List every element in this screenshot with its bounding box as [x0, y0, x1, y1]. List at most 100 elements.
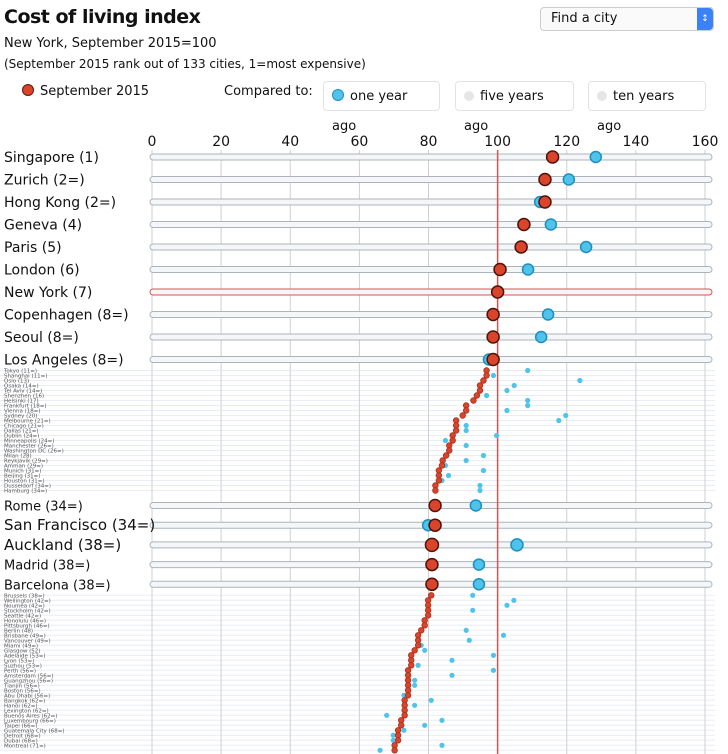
september-2015-point [459, 412, 466, 419]
one-year-ago-point [483, 392, 490, 399]
september-2015-point [480, 377, 487, 384]
one-year-ago-point [377, 747, 383, 753]
city-label: Hanoi (62=) [4, 703, 38, 709]
option-label: one year ago [332, 89, 408, 134]
city-label: Helsinki (17) [4, 399, 39, 405]
city-label: Frankfurt (18=) [4, 404, 47, 410]
rank-note: (September 2015 rank out of 133 cities, … [4, 57, 366, 71]
one-year-ago-point [504, 407, 510, 414]
city-label: Hamburg (34=) [4, 489, 47, 495]
row-track [149, 311, 713, 318]
one-year-ago-point [463, 442, 469, 449]
september-2015-point [425, 557, 439, 572]
city-label: Auckland (38=) [4, 536, 121, 554]
september-2015-point [432, 487, 439, 494]
september-2015-point [438, 462, 446, 469]
city-label: Dallas (21=) [4, 429, 39, 435]
city-label: Oslo (13) [4, 379, 29, 385]
city-label: Amman (29=) [4, 464, 43, 470]
compared-label: Compared to: [224, 84, 313, 99]
one-year-ago-point [490, 372, 497, 379]
city-label: Seoul (8=) [4, 330, 79, 346]
city-label: Madrid (38=) [4, 559, 90, 574]
one-year-ago-point [510, 538, 524, 552]
one-year-ago-point [412, 677, 418, 683]
find-city-select[interactable]: Find a city ↕ [540, 7, 714, 31]
one-year-ago-point [390, 732, 396, 738]
row-track [149, 333, 713, 341]
city-label: Vancouver (49=) [4, 638, 51, 644]
one-year-ago-point [449, 657, 455, 663]
september-2015-point [424, 537, 440, 553]
city-label: Guatemala City (68=) [4, 728, 64, 734]
one-year-ago-point [439, 717, 445, 723]
one-year-ago-point [490, 652, 497, 658]
one-year-ago-point [577, 377, 583, 384]
one-year-ago-point [463, 457, 469, 464]
city-label: Pittsburgh (46=) [4, 623, 50, 629]
september-2015-point [408, 662, 415, 669]
september-2015-point [404, 692, 412, 699]
page-title: Cost of living index [4, 6, 201, 28]
compare-ten-years-button[interactable]: ten years ago [588, 81, 706, 134]
one-year-ago-point [589, 150, 603, 164]
one-year-ago-point [525, 402, 531, 409]
september-2015-point [486, 330, 500, 344]
city-label: Noumea (42=) [4, 603, 45, 609]
city-label: Amsterdam (56=) [4, 673, 54, 679]
city-label: Milan (28) [4, 454, 32, 460]
x-tick-label: 0 [148, 134, 157, 150]
city-label: Miami (49=) [4, 643, 38, 649]
one-year-ago-point [490, 667, 497, 673]
one-year-ago-point [579, 240, 593, 254]
city-label: Wellington (42=) [4, 598, 51, 604]
one-year-ago-point [412, 682, 418, 688]
one-year-ago-point [477, 482, 483, 489]
city-label: Brussels (38=) [4, 593, 45, 599]
city-label: Bangkok (62=) [4, 698, 45, 704]
one-year-ago-point [493, 432, 500, 439]
city-label: Adelaide (53=) [4, 653, 46, 659]
september-2015-point [449, 437, 456, 444]
subtitle: New York, September 2015=100 [4, 36, 217, 51]
one-year-ago-point [541, 308, 555, 321]
one-year-ago-point [428, 697, 434, 703]
city-label: Chicago (21=) [4, 424, 44, 430]
one-year-ago-point [463, 422, 469, 429]
city-label: Osaka (14=) [4, 384, 39, 390]
city-label: Montreal (71=) [4, 743, 46, 749]
city-label: Geneva (4) [4, 218, 82, 234]
city-label: Shanghai (11=) [4, 374, 47, 380]
city-label: Manchester (26=) [4, 444, 54, 450]
x-tick-label: 160 [692, 134, 719, 150]
one-year-ago-point [480, 452, 487, 459]
find-city-placeholder: Find a city [551, 11, 618, 26]
city-label: Stockholm (42=) [4, 608, 51, 614]
city-label: Glasgow (52) [4, 648, 40, 654]
city-label: San Francisco (34=) [4, 516, 155, 534]
city-label: Hong Kong (2=) [4, 195, 116, 211]
city-label: Lexington (62=) [4, 708, 49, 714]
september-2015-point [490, 285, 505, 299]
city-label: Suzhou (53=) [4, 663, 42, 669]
september-2015-point [394, 737, 402, 744]
city-label: Brisbane (49=) [4, 633, 46, 639]
red-dot-icon [22, 84, 34, 96]
one-year-ago-point [562, 173, 576, 186]
compare-one-year-button[interactable]: one year ago [323, 81, 440, 134]
city-label: Houston (31=) [4, 479, 45, 485]
one-year-ago-point [439, 742, 445, 748]
september-2015-point [435, 477, 443, 484]
one-year-ago-point [511, 597, 517, 603]
city-label: Berlin (48) [4, 628, 33, 634]
x-tick-label: 20 [212, 134, 230, 150]
city-label: Buenos Aires (62=) [4, 713, 57, 719]
september-2015-point [425, 577, 439, 592]
september-2015-point [483, 372, 490, 379]
city-label: Barcelona (38=) [4, 578, 111, 593]
september-2015-point [538, 195, 552, 209]
compare-five-years-button[interactable]: five years ago [455, 81, 574, 134]
september-2015-point [486, 352, 500, 367]
city-label: Taipei (66=) [3, 723, 37, 729]
